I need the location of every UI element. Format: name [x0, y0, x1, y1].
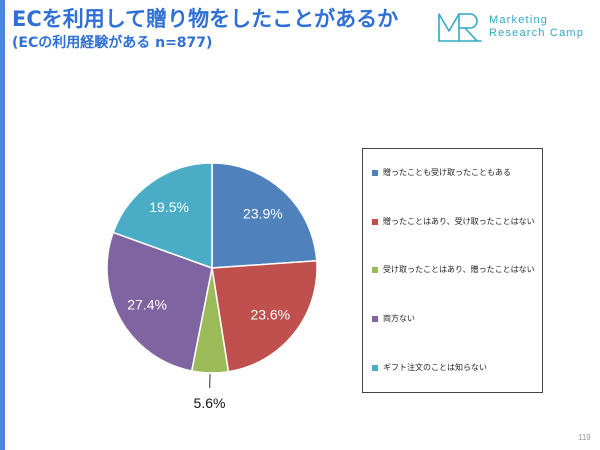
legend-label: 両方ない: [383, 314, 415, 324]
legend-swatch: [372, 218, 378, 225]
pie-chart: 23.9% 23.6% 5.6% 27.4% 19.5%: [106, 162, 318, 411]
pie-slice-1: [211, 162, 318, 269]
data-label-2: 23.6%: [250, 306, 290, 322]
legend-item: 贈ったことはあり、受け取ったことはない: [372, 217, 542, 227]
page-number: 119: [578, 433, 591, 442]
mr-logo-icon: [438, 13, 482, 42]
logo-line-1: Marketing: [489, 14, 549, 26]
data-label-3: 5.6%: [194, 395, 226, 411]
legend-swatch: [372, 170, 378, 177]
slide-subtitle: (ECの利用経験がある n=877): [12, 35, 213, 51]
legend-item: ギフト注文のことは知らない: [372, 363, 542, 373]
legend-item: 両方ない: [372, 314, 542, 324]
legend: 贈ったことも受け取ったこともある 贈ったことはあり、受け取ったことはない 受け取…: [362, 148, 543, 393]
pie-slice-5: [112, 162, 213, 270]
data-label-4: 27.4%: [127, 297, 167, 313]
accent-bar: [0, 0, 5, 450]
legend-item: 贈ったことも受け取ったこともある: [372, 168, 542, 178]
data-label-5: 19.5%: [149, 199, 189, 215]
logo-m-stroke: [438, 13, 460, 42]
slide-title: ECを利用して贈り物をしたことがあるか: [12, 7, 399, 31]
data-label-1: 23.9%: [243, 206, 283, 222]
legend-label: 受け取ったことはあり、贈ったことはない: [383, 265, 535, 275]
legend-swatch: [372, 267, 378, 274]
pie-slice-4: [106, 231, 213, 372]
legend-swatch: [372, 364, 378, 371]
legend-label: 贈ったことも受け取ったこともある: [383, 168, 511, 178]
pie-slice-2: [211, 259, 318, 373]
legend-item: 受け取ったことはあり、贈ったことはない: [372, 265, 542, 275]
logo-r-stroke: [458, 13, 478, 42]
logo-wordmark: Marketing Research Camp: [489, 14, 593, 40]
legend-swatch: [372, 316, 378, 323]
legend-label: 贈ったことはあり、受け取ったことはない: [383, 216, 535, 226]
legend-label: ギフト注文のことは知らない: [383, 362, 487, 372]
logo-line-2: Research Camp: [489, 27, 585, 39]
